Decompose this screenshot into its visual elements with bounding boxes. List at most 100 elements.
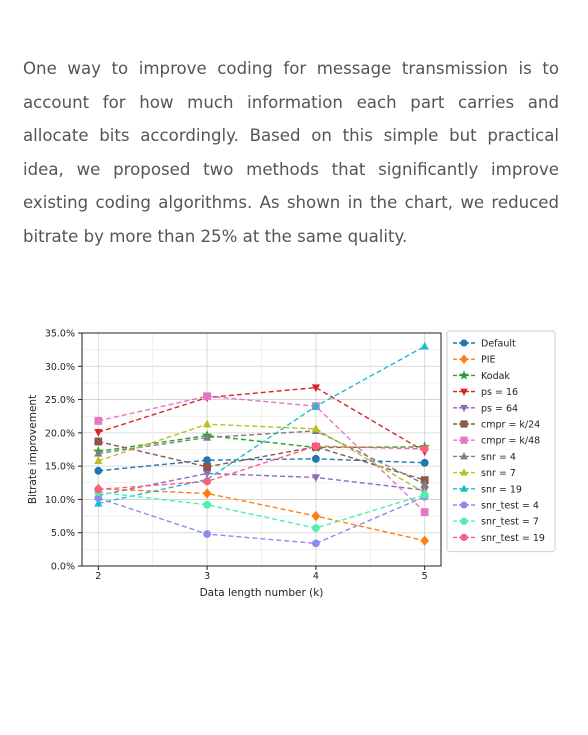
data-point xyxy=(311,384,320,393)
chart-legend: Default PIE Kodak ps = 16 ps = 64 cmpr = k/24… xyxy=(446,330,556,553)
data-point xyxy=(203,530,212,538)
x-axis-label: Data length number (k) xyxy=(200,587,324,599)
series-line xyxy=(98,345,426,505)
data-point xyxy=(94,429,103,437)
legend-marker xyxy=(460,339,468,347)
y-tick-label: 5.0% xyxy=(51,528,75,539)
y-tick-label: 15.0% xyxy=(45,462,75,473)
series-line xyxy=(98,430,425,485)
x-tick-label: 2 xyxy=(95,571,101,582)
legend-entry: PIE xyxy=(453,354,496,366)
data-point xyxy=(311,539,320,548)
data-point xyxy=(311,524,320,532)
intro-paragraph: One way to improve coding for message tr… xyxy=(23,59,559,246)
series-line xyxy=(98,472,425,497)
data-point xyxy=(420,490,429,499)
legend-marker xyxy=(459,370,469,380)
data-point xyxy=(311,510,321,522)
series-2 xyxy=(93,483,430,546)
data-point xyxy=(420,444,429,453)
data-point xyxy=(203,392,212,401)
x-tick-label: 4 xyxy=(313,571,319,582)
data-point xyxy=(203,500,212,509)
data-point xyxy=(94,437,103,446)
series-line xyxy=(98,423,426,494)
legend-label: snr = 4 xyxy=(481,452,516,463)
x-tick-label: 3 xyxy=(204,571,210,582)
legend-label: snr = 7 xyxy=(481,468,516,479)
data-point xyxy=(94,456,103,464)
data-point xyxy=(420,479,429,488)
series-8 xyxy=(94,426,429,488)
legend-entry: ps = 64 xyxy=(453,403,518,414)
chart-series xyxy=(93,341,430,548)
legend-label: cmpr = k/24 xyxy=(481,420,540,431)
legend-entry: Kodak xyxy=(453,370,510,382)
data-point xyxy=(311,474,320,483)
legend-marker xyxy=(460,533,468,541)
series-13 xyxy=(94,442,429,494)
plot-frame xyxy=(81,332,442,567)
legend-marker xyxy=(460,420,468,428)
data-point xyxy=(203,462,212,471)
legend-entry: cmpr = k/24 xyxy=(453,420,540,431)
series-line xyxy=(98,434,425,453)
data-point xyxy=(94,498,103,507)
data-point xyxy=(202,488,212,499)
data-point xyxy=(311,424,320,433)
legend-label: cmpr = k/48 xyxy=(481,436,540,447)
legend-entry: Default xyxy=(453,339,516,350)
data-point xyxy=(203,432,212,441)
legend-marker xyxy=(460,436,468,444)
x-tick-label: 5 xyxy=(422,571,428,582)
legend-label: snr_test = 4 xyxy=(481,501,539,512)
data-point xyxy=(203,456,212,465)
legend-label: ps = 64 xyxy=(481,403,518,414)
legend-entry: ps = 16 xyxy=(453,387,518,398)
data-point xyxy=(420,508,429,516)
data-point xyxy=(420,535,430,546)
data-point xyxy=(203,419,212,428)
y-tick-label: 35.0% xyxy=(45,329,75,340)
legend-label: Default xyxy=(481,339,516,350)
legend-marker xyxy=(459,354,469,364)
y-tick-label: 0.0% xyxy=(51,562,75,573)
series-line xyxy=(98,386,426,453)
bitrate-line-chart: 0.0% 5.0% 10.0% 15.0% 20.0% 25.0% 30.0% 35.0% 2 3… xyxy=(27,329,556,599)
data-point xyxy=(311,401,320,410)
chart-grid xyxy=(82,332,441,567)
data-point xyxy=(203,477,212,486)
legend-label: Kodak xyxy=(481,371,510,382)
data-point xyxy=(94,416,103,425)
legend-entry: snr_test = 7 xyxy=(453,517,539,528)
legend-label: snr = 19 xyxy=(481,484,522,495)
legend-marker xyxy=(460,468,468,476)
series-line xyxy=(98,395,426,513)
data-point xyxy=(311,442,320,451)
legend-marker xyxy=(460,388,468,396)
series-1 xyxy=(94,454,429,475)
legend-entry: snr_test = 19 xyxy=(453,533,545,544)
y-tick-label: 25.0% xyxy=(45,395,75,406)
legend-entry: snr_test = 4 xyxy=(453,501,539,512)
legend-marker xyxy=(460,452,468,460)
data-point xyxy=(420,341,429,350)
legend-marker xyxy=(460,484,468,492)
legend-marker xyxy=(460,404,468,413)
series-line xyxy=(98,458,425,472)
y-tick-label: 10.0% xyxy=(45,495,75,506)
data-point xyxy=(311,454,320,463)
legend-label: snr_test = 7 xyxy=(481,517,539,528)
y-axis-label: Bitrate improvement xyxy=(27,395,39,504)
series-line xyxy=(98,488,425,542)
legend-entry: snr = 19 xyxy=(453,484,522,495)
data-point xyxy=(94,485,103,494)
chart-axes: 0.0% 5.0% 10.0% 15.0% 20.0% 25.0% 30.0% 35.0% 2 3… xyxy=(27,329,442,599)
legend-label: ps = 16 xyxy=(481,387,518,398)
legend-label: PIE xyxy=(481,355,496,366)
series-line xyxy=(98,496,425,545)
legend-box xyxy=(446,330,556,553)
legend-entry: snr = 4 xyxy=(453,452,516,463)
y-tick-label: 20.0% xyxy=(45,428,75,439)
legend-entry: cmpr = k/48 xyxy=(453,436,540,447)
